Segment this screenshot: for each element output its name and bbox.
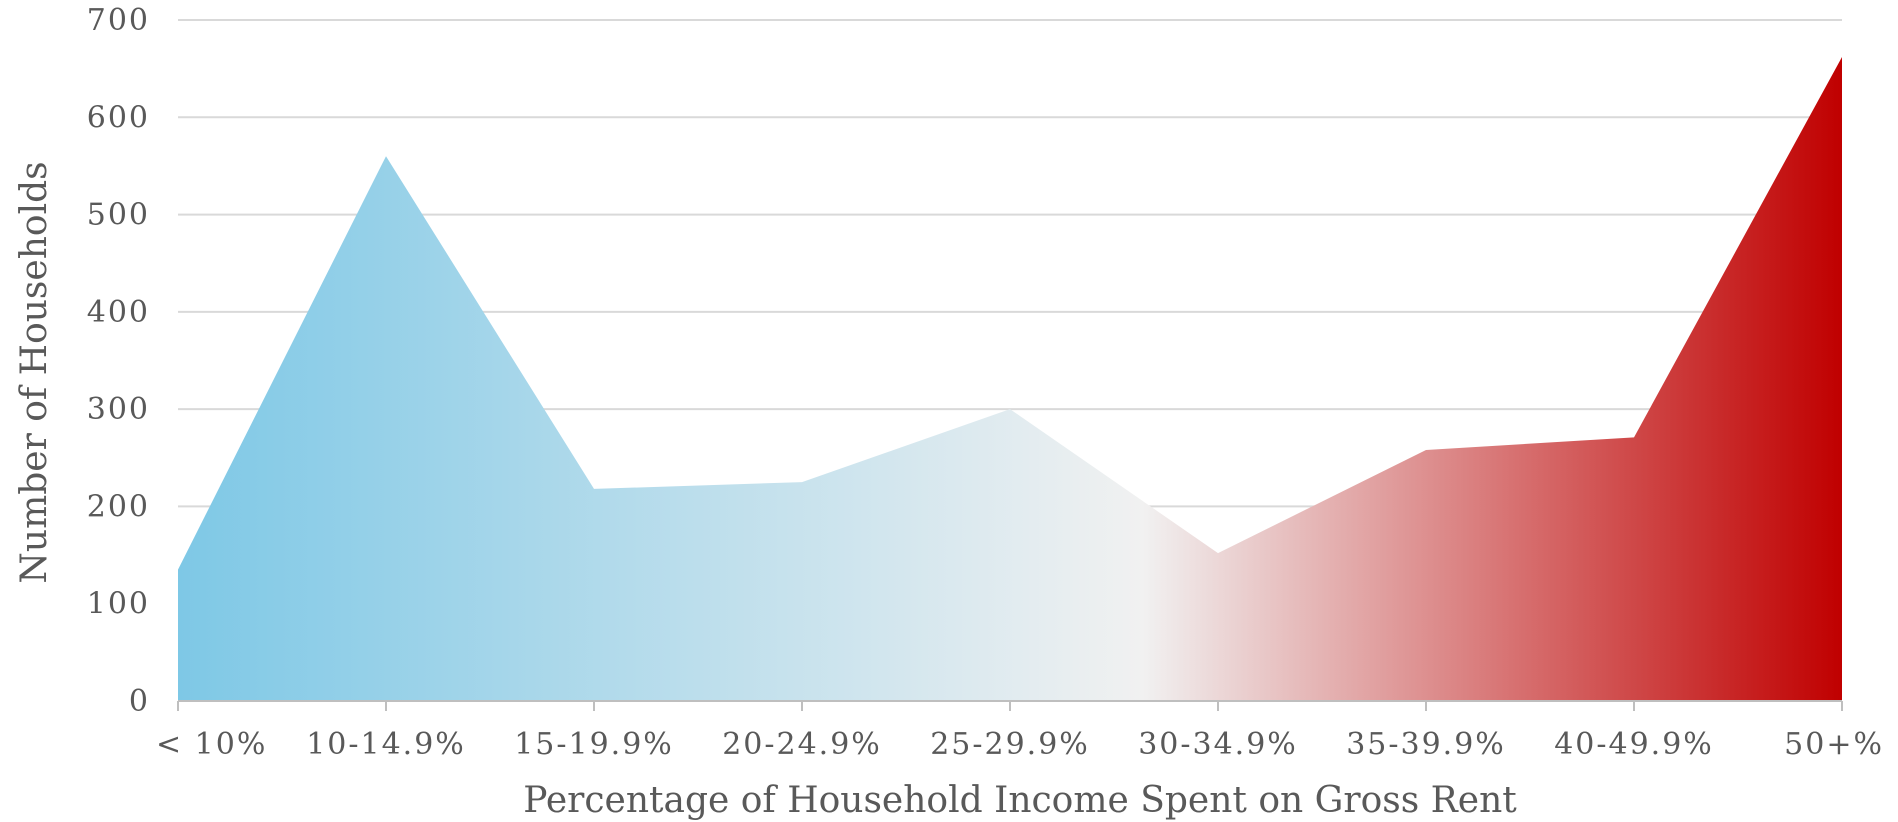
- x-tick-label: 50+%: [1784, 727, 1884, 762]
- x-tick-label: 30-34.9%: [1138, 727, 1298, 762]
- x-axis-title: Percentage of Household Income Spent on …: [523, 780, 1517, 821]
- y-tick-label: 300: [87, 392, 150, 427]
- x-tick-label: 10-14.9%: [306, 727, 466, 762]
- area-series: [178, 56, 1842, 702]
- y-tick-label: 100: [87, 587, 150, 622]
- y-tick-label: 700: [87, 3, 150, 38]
- x-tick-label: 25-29.9%: [930, 727, 1090, 762]
- x-tick-label: 35-39.9%: [1346, 727, 1506, 762]
- y-axis-ticks: 0 100 200 300 400 500 600 700: [87, 3, 150, 719]
- x-axis-ticks: < 10% 10-14.9% 15-19.9% 20-24.9% 25-29.9% 30-…: [156, 701, 1884, 762]
- y-tick-label: 600: [87, 100, 150, 135]
- y-tick-label: 200: [87, 489, 150, 524]
- x-tick-label: 20-24.9%: [722, 727, 882, 762]
- y-tick-label: 0: [129, 684, 150, 719]
- y-tick-label: 500: [87, 198, 150, 233]
- x-tick-label: < 10%: [156, 727, 267, 762]
- x-tick-label: 40-49.9%: [1554, 727, 1714, 762]
- y-axis-title: Number of Households: [14, 161, 55, 583]
- y-tick-label: 400: [87, 295, 150, 330]
- x-tick-label: 15-19.9%: [514, 727, 674, 762]
